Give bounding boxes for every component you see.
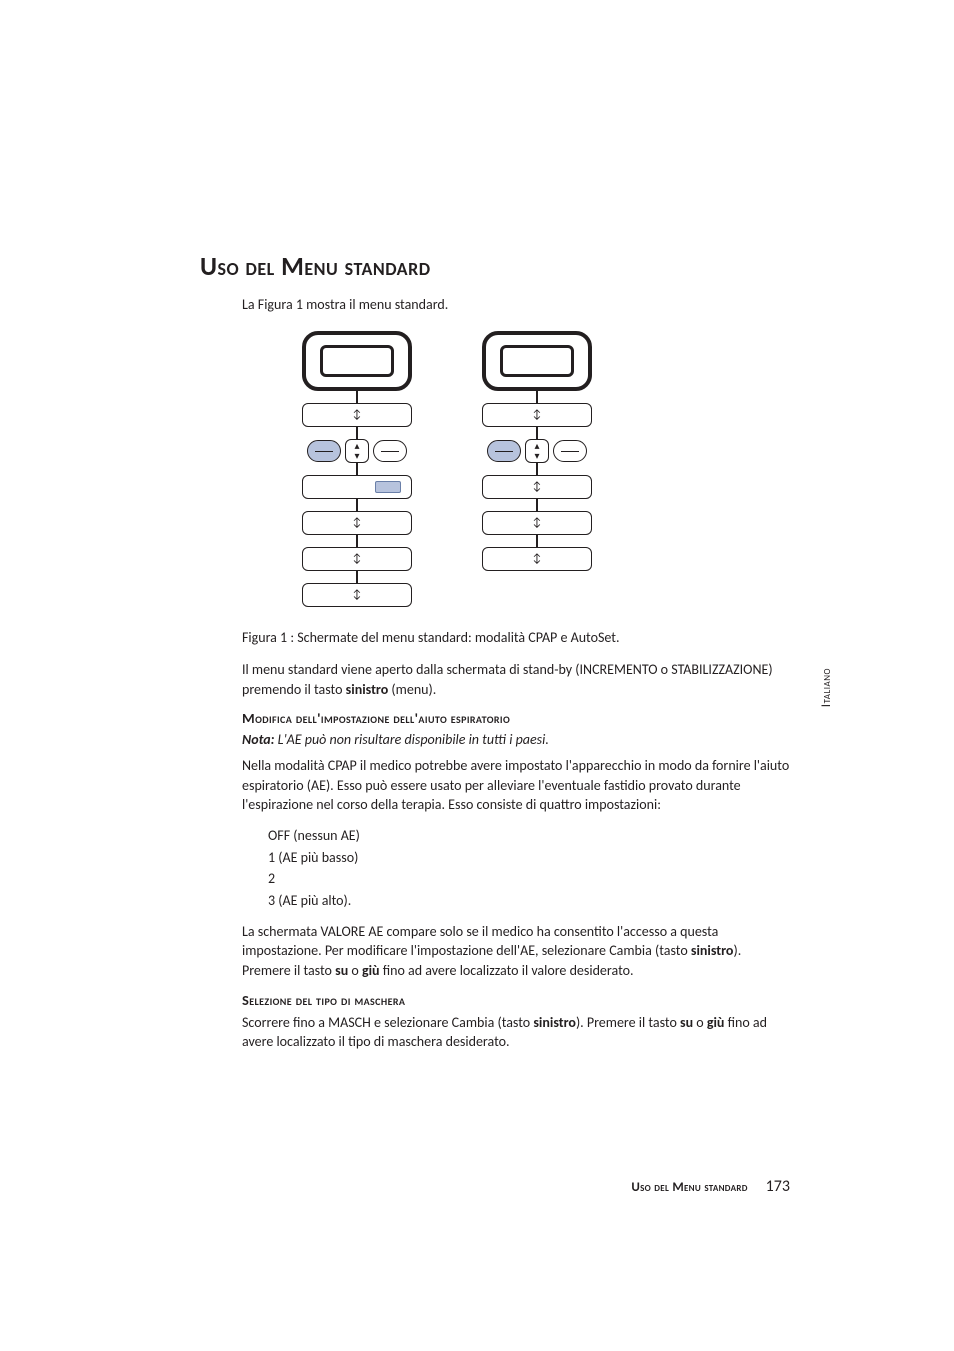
bold-giu: giù xyxy=(707,1014,725,1031)
connector-line xyxy=(536,499,538,511)
language-tab: Italiano xyxy=(819,668,834,707)
left-key xyxy=(307,440,341,462)
bold-giu: giù xyxy=(362,962,380,979)
updown-arrow-icon: ↕ xyxy=(532,408,541,422)
dash-icon xyxy=(315,451,333,452)
menu-panel xyxy=(302,475,412,499)
diagram-cpap: ↕ ▴▾ ↕ ↕ ↕ xyxy=(302,331,412,607)
connector-line xyxy=(356,535,358,547)
dash-icon xyxy=(495,451,513,452)
updown-arrow-icon: ↕ xyxy=(352,408,361,422)
dash-icon xyxy=(561,451,579,452)
bold-su: su xyxy=(335,962,348,979)
device-lcd xyxy=(500,345,574,377)
paragraph-mask: Scorrere fino a MASCH e selezionare Camb… xyxy=(242,1013,790,1052)
menu-panel: ↕ xyxy=(302,583,412,607)
connector-line xyxy=(356,391,358,403)
connector-line xyxy=(356,463,358,475)
note-label: Nota: xyxy=(242,731,275,748)
text-run: o xyxy=(693,1014,707,1031)
right-key xyxy=(553,440,587,462)
menu-panel: ↕ xyxy=(482,475,592,499)
updown-arrow-icon: ↕ xyxy=(532,516,541,530)
connector-line xyxy=(536,427,538,439)
connector-line xyxy=(536,463,538,475)
right-key xyxy=(373,440,407,462)
diagram-autoset: ↕ ▴▾ ↕ ↕ ↕ xyxy=(482,331,592,607)
text-run: o xyxy=(348,962,362,979)
figure-caption: Figura 1 : Schermate del menu standard: … xyxy=(242,629,790,646)
connector-line xyxy=(356,427,358,439)
updown-arrow-icon: ↕ xyxy=(532,480,541,494)
device-outline xyxy=(482,331,592,391)
connector-line xyxy=(536,391,538,403)
menu-panel: ↕ xyxy=(482,403,592,427)
text-run: La schermata VALORE AE compare solo se i… xyxy=(242,923,718,960)
paragraph-open-menu: Il menu standard viene aperto dalla sche… xyxy=(242,660,790,699)
ae-settings-list: OFF (nessun AE)1 (AE più basso)23 (AE pi… xyxy=(268,825,790,912)
bold-su: su xyxy=(680,1014,693,1031)
updown-arrow-icon: ↕ xyxy=(352,516,361,530)
page-content: Uso del Menu standard La Figura 1 mostra… xyxy=(200,250,790,1052)
highlighted-field xyxy=(375,481,401,493)
connector-line xyxy=(536,535,538,547)
device-outline xyxy=(302,331,412,391)
menu-panel: ↕ xyxy=(482,547,592,571)
updown-arrow-icon: ↕ xyxy=(352,552,361,566)
paragraph-ae-desc: Nella modalità CPAP il medico potrebbe a… xyxy=(242,756,790,815)
text-run: (menu). xyxy=(388,681,436,698)
list-item: 1 (AE più basso) xyxy=(268,847,790,869)
center-key: ▴▾ xyxy=(525,439,549,463)
note-text: L'AE può non risultare disponibile in tu… xyxy=(275,731,549,748)
note-ae: Nota: L'AE può non risultare disponibile… xyxy=(242,731,790,748)
dash-icon xyxy=(381,451,399,452)
bold-sinistro: sinistro xyxy=(346,681,389,698)
device-lcd xyxy=(320,345,394,377)
keypad-row: ▴▾ xyxy=(487,439,587,463)
bold-sinistro: sinistro xyxy=(691,942,734,959)
page-number: 173 xyxy=(766,1177,790,1196)
page-title: Uso del Menu standard xyxy=(200,250,790,282)
menu-panel: ↕ xyxy=(302,547,412,571)
intro-text: La Figura 1 mostra il menu standard. xyxy=(242,296,790,313)
paragraph-ae-change: La schermata VALORE AE compare solo se i… xyxy=(242,922,790,981)
list-item: OFF (nessun AE) xyxy=(268,825,790,847)
menu-panel: ↕ xyxy=(482,511,592,535)
text-run: Il menu standard viene aperto dalla sche… xyxy=(242,661,773,698)
keypad-row: ▴▾ xyxy=(307,439,407,463)
center-key: ▴▾ xyxy=(345,439,369,463)
heading-ae: Modifica dell'impostazione dell'aiuto es… xyxy=(242,709,790,727)
left-key xyxy=(487,440,521,462)
heading-mask: Selezione del tipo di maschera xyxy=(242,991,790,1009)
page-footer: Uso del Menu standard 173 xyxy=(200,1177,790,1196)
text-run: ). Premere il tasto xyxy=(576,1014,680,1031)
bold-sinistro: sinistro xyxy=(533,1014,576,1031)
list-item: 2 xyxy=(268,868,790,890)
footer-title: Uso del Menu standard xyxy=(631,1180,747,1195)
list-item: 3 (AE più alto). xyxy=(268,890,790,912)
down-arrow-icon: ▾ xyxy=(354,451,359,461)
text-run: fino ad avere localizzato il valore desi… xyxy=(380,962,634,979)
down-arrow-icon: ▾ xyxy=(534,451,539,461)
connector-line xyxy=(356,499,358,511)
updown-arrow-icon: ↕ xyxy=(352,588,361,602)
diagram-row: ↕ ▴▾ ↕ ↕ ↕ ↕ ▴▾ ↕ ↕ ↕ xyxy=(242,331,790,607)
menu-panel: ↕ xyxy=(302,403,412,427)
text-run: Scorrere fino a MASCH e selezionare Camb… xyxy=(242,1014,533,1031)
updown-arrow-icon: ↕ xyxy=(532,552,541,566)
connector-line xyxy=(356,571,358,583)
menu-panel: ↕ xyxy=(302,511,412,535)
